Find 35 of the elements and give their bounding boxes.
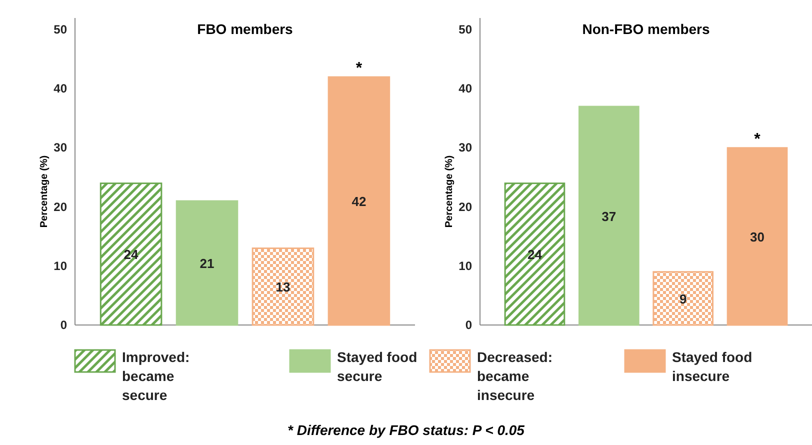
annotation: * [356,60,363,78]
bar [504,182,566,326]
y-tick-label: 50 [458,22,472,37]
y-tick-label: 40 [54,82,68,96]
y-tick-label: 0 [465,318,472,332]
legend-label: Decreased: became insecure [477,349,552,403]
y-tick-label: 50 [54,22,68,37]
y-tick-label: 40 [458,82,472,96]
chart-title: Non-FBO members [582,21,710,37]
y-tick-label: 30 [54,140,68,155]
bar [652,271,714,326]
data-label: 42 [352,194,366,210]
y-tick-label: 10 [458,258,472,273]
y-tick-label: 0 [60,318,68,332]
data-label: 21 [200,256,214,272]
legend-label: Stayed food secure [337,349,418,384]
y-axis-title: Percentage (%) [444,155,455,228]
y-axis-title: Percentage (%) [39,155,50,228]
bar [252,248,314,326]
data-label: 30 [750,229,765,244]
y-tick-label: 10 [54,258,68,273]
y-tick-label: 30 [458,140,472,155]
text: * Difference by FBO status: P < 0.05 [288,422,525,438]
bar [726,147,788,326]
legend-label: Stayed food insecure [672,349,752,384]
bar [328,76,390,326]
y-tick-label: 20 [54,200,68,214]
chart-title: FBO members [197,21,294,37]
bar [100,182,162,326]
bar [578,106,640,326]
legend-label: Improved: became secure [122,349,190,403]
data-label: 37 [602,208,616,224]
bar [176,200,238,326]
y-tick-label: 20 [458,200,472,214]
annotation: * [754,130,762,148]
